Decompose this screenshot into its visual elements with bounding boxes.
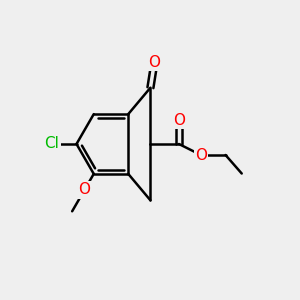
Text: O: O (173, 112, 185, 128)
Text: O: O (148, 55, 160, 70)
Text: O: O (195, 148, 207, 163)
Text: Cl: Cl (44, 136, 59, 152)
Text: O: O (78, 182, 91, 197)
